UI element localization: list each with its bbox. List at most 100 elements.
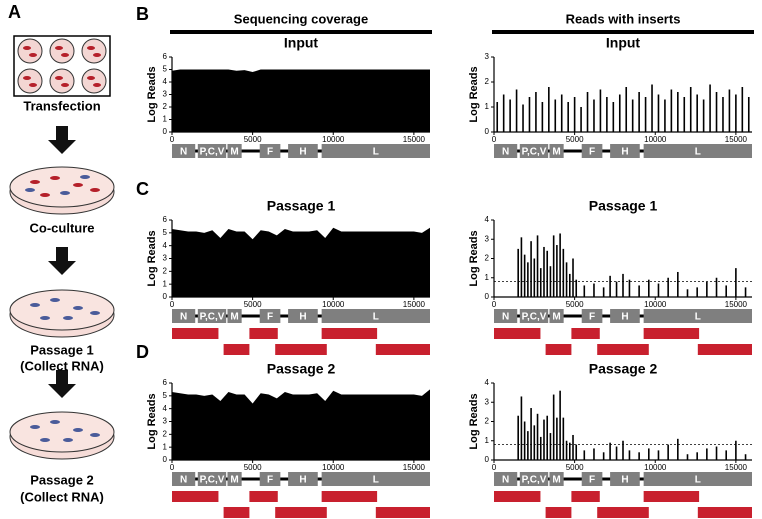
insert-bar (744, 287, 747, 297)
gene-label: P,C,V (522, 312, 547, 323)
y-tick-label: 2 (163, 102, 168, 111)
step-label: Co-culture (30, 220, 95, 235)
insert-bar (583, 450, 586, 460)
step-label: (Collect RNA) (20, 489, 104, 504)
chart-title: Input (284, 35, 319, 51)
gene-label: L (373, 475, 379, 486)
insert-bar (631, 99, 634, 132)
gene-label: H (621, 147, 628, 158)
y-tick-label: 0 (485, 455, 490, 464)
gene-box (197, 472, 227, 486)
insert-bar (696, 94, 698, 132)
insert-bar (580, 107, 582, 132)
insert-bar (583, 285, 586, 297)
gene-label: M (230, 312, 238, 323)
chart-title: Input (606, 35, 641, 51)
gene-box (610, 472, 640, 486)
gene-label: P,C,V (522, 147, 547, 158)
x-tick-label: 10000 (322, 135, 345, 144)
column-header: Sequencing coverage (234, 11, 368, 26)
x-tick-label: 10000 (644, 463, 667, 472)
chart-title: Passage 2 (589, 361, 658, 377)
y-tick-label: 2 (485, 254, 490, 263)
insert-bar (667, 277, 669, 297)
amplicon (321, 491, 378, 502)
y-tick-label: 3 (485, 234, 490, 243)
insert-bar (562, 417, 565, 460)
x-tick-label: 10000 (322, 463, 345, 472)
insert-bar (628, 450, 631, 460)
insert-bar (735, 268, 737, 297)
insert-bar (554, 99, 557, 132)
gene-box (581, 309, 603, 323)
panel-label: A (8, 2, 21, 22)
gene-label: N (180, 147, 187, 158)
y-tick-label: 5 (163, 391, 168, 400)
y-tick-label: 1 (163, 279, 168, 288)
insert-bar (725, 285, 727, 297)
insert-bar (638, 285, 640, 297)
gene-label: F (267, 475, 273, 486)
gene-box (549, 144, 564, 158)
insert-bar (556, 417, 558, 460)
insert-bar (664, 99, 666, 132)
x-tick-label: 0 (170, 135, 175, 144)
insert-bar (677, 271, 679, 297)
gene-box (227, 472, 242, 486)
gene-box (519, 144, 549, 158)
y-tick-label: 4 (163, 77, 168, 86)
insert-bar (696, 452, 698, 460)
gene-box (288, 472, 318, 486)
gene-label: F (589, 147, 595, 158)
y-tick-label: 2 (485, 417, 490, 426)
y-axis-label: Log Reads (468, 230, 480, 286)
gene-label: H (621, 475, 628, 486)
insert-bar (677, 92, 679, 132)
amplicon (571, 491, 600, 502)
y-tick-label: 1 (163, 115, 168, 124)
insert-bar (527, 431, 529, 460)
step-label: Passage 1 (30, 342, 94, 357)
insert-bar (536, 413, 539, 460)
x-tick-label: 10000 (644, 300, 667, 309)
amplicon (375, 507, 430, 518)
insert-bar (638, 452, 640, 460)
gene-label: H (621, 312, 628, 323)
insert-bar (706, 281, 708, 297)
insert-bar (530, 241, 532, 297)
y-tick-label: 2 (485, 77, 490, 86)
insert-bar (509, 99, 511, 132)
gene-box (494, 472, 518, 486)
y-tick-label: 3 (163, 417, 168, 426)
y-tick-label: 4 (163, 404, 168, 413)
y-tick-label: 5 (163, 65, 168, 74)
gene-box (549, 472, 564, 486)
gene-box (197, 144, 227, 158)
gene-label: P,C,V (200, 147, 225, 158)
x-tick-label: 15000 (403, 463, 426, 472)
insert-bar (657, 450, 660, 460)
amplicon (249, 491, 278, 502)
gene-box (519, 309, 549, 323)
insert-bar (715, 277, 718, 297)
insert-bar (644, 97, 647, 132)
insert-bar (715, 92, 718, 132)
x-tick-label: 5000 (566, 135, 584, 144)
x-tick-label: 0 (170, 300, 175, 309)
insert-bar (735, 94, 737, 132)
insert-bar (559, 233, 561, 297)
insert-bar (562, 248, 565, 297)
insert-bar (696, 287, 698, 297)
insert-bar (573, 97, 576, 132)
insert-bar (747, 97, 750, 132)
insert-bar (689, 87, 692, 132)
gene-label: M (230, 475, 238, 486)
insert-bar (593, 99, 595, 132)
y-tick-label: 1 (485, 436, 490, 445)
y-tick-label: 0 (485, 127, 490, 136)
x-tick-label: 15000 (725, 463, 748, 472)
insert-bar (606, 97, 608, 132)
insert-bar (609, 275, 611, 297)
gene-label: L (695, 475, 701, 486)
insert-bar (575, 279, 578, 297)
